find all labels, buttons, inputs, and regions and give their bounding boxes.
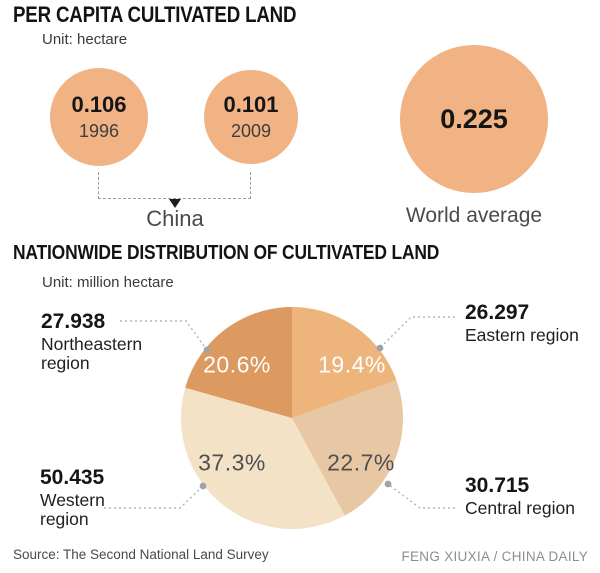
china-1996-value: 0.106: [71, 92, 127, 117]
china-1996-circle: 0.106 1996: [50, 68, 148, 166]
section2-title: NATIONWIDE DISTRIBUTION OF CULTIVATED LA…: [13, 241, 440, 264]
pie-label-northeastern: 20.6%: [203, 351, 271, 378]
western-value: 50.435: [40, 466, 105, 489]
china-bracket-right-line: [250, 172, 251, 199]
section1-title: PER CAPITA CULTIVATED LAND: [13, 2, 297, 27]
connector-dot-central: [384, 480, 392, 488]
china-bracket-arrow-icon: [169, 199, 181, 208]
china-2009-value: 0.101: [223, 92, 279, 117]
china-bracket-left-line: [98, 172, 99, 199]
china-2009-circle: 0.101 2009: [204, 70, 298, 164]
world-average-circle: 0.225: [400, 45, 548, 193]
callout-line-eastern: [379, 316, 455, 349]
pie-label-central: 22.7%: [327, 449, 395, 476]
china-bracket-horizontal-line: [98, 198, 251, 199]
credit-note: FENG XIUXIA / CHINA DAILY: [401, 549, 588, 564]
eastern-region-label: Eastern region: [465, 325, 579, 345]
section1-unit: Unit: hectare: [42, 31, 128, 48]
china-2009-year: 2009: [230, 121, 272, 141]
central-value: 30.715: [465, 474, 530, 497]
central-region-label: Central region: [465, 498, 575, 518]
eastern-value: 26.297: [465, 301, 530, 324]
china-1996-year: 1996: [78, 121, 120, 141]
pie-label-eastern: 19.4%: [318, 351, 386, 378]
section2-unit: Unit: million hectare: [42, 274, 174, 291]
pie-label-western: 37.3%: [198, 449, 266, 476]
source-note: Source: The Second National Land Survey: [13, 547, 269, 562]
world-average-label: World average: [405, 204, 543, 227]
northeastern-region-label: Northeastern region: [41, 334, 143, 373]
china-label: China: [146, 206, 204, 231]
northeastern-value: 27.938: [41, 310, 106, 333]
western-region-label: Western region: [40, 490, 105, 529]
pie-chart: [181, 307, 403, 529]
callout-line-central: [387, 483, 455, 509]
world-average-value: 0.225: [440, 103, 508, 134]
